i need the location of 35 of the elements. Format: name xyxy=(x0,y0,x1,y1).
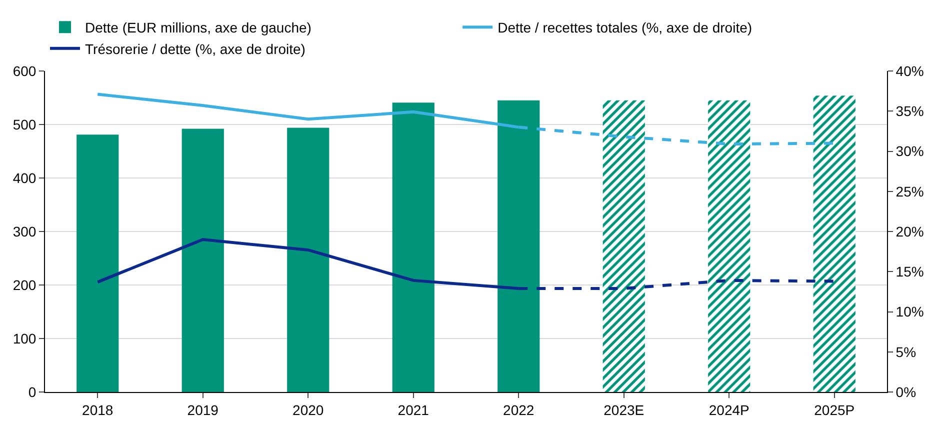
x-tick-label: 2019 xyxy=(187,402,219,418)
legend-label: Dette / recettes totales (%, axe de droite) xyxy=(498,20,752,36)
x-tick-label: 2021 xyxy=(398,402,430,418)
bar xyxy=(498,100,540,392)
bar xyxy=(76,134,119,392)
y-tick-label: 0 xyxy=(28,384,36,400)
y2-tick-label: 25% xyxy=(896,183,924,200)
legend-label: Trésorerie / dette (%, axe de droite) xyxy=(85,40,306,57)
bar xyxy=(602,100,645,392)
y2-tick-label: 35% xyxy=(896,103,924,120)
bar xyxy=(182,128,224,392)
y-tick-label: 200 xyxy=(12,276,36,293)
x-tick-label: 2020 xyxy=(292,402,324,418)
x-tick-label: 2023E xyxy=(604,402,644,418)
x-tick-label: 2018 xyxy=(82,402,114,418)
y-tick-label: 100 xyxy=(12,330,36,346)
y2-tick-label: 30% xyxy=(896,143,924,160)
y2-tick-label: 20% xyxy=(896,223,924,240)
x-tick-label: 2022 xyxy=(503,402,534,418)
bar xyxy=(287,128,330,392)
y-tick-label: 400 xyxy=(12,170,36,186)
y2-tick-label: 40% xyxy=(896,62,924,79)
y2-tick-label: 0% xyxy=(896,384,916,400)
y-tick-label: 300 xyxy=(12,223,36,240)
bar xyxy=(708,100,750,392)
y-tick-label: 600 xyxy=(12,62,36,79)
x-tick-label: 2025P xyxy=(814,402,855,418)
y2-tick-label: 10% xyxy=(896,304,924,320)
bar xyxy=(813,96,856,392)
y2-tick-label: 5% xyxy=(896,344,916,360)
y-tick-label: 500 xyxy=(12,116,36,132)
y2-tick-label: 15% xyxy=(896,264,924,280)
bar xyxy=(392,102,434,392)
legend-label: Dette (EUR millions, axe de gauche) xyxy=(85,20,312,36)
x-tick-label: 2024P xyxy=(708,402,750,418)
